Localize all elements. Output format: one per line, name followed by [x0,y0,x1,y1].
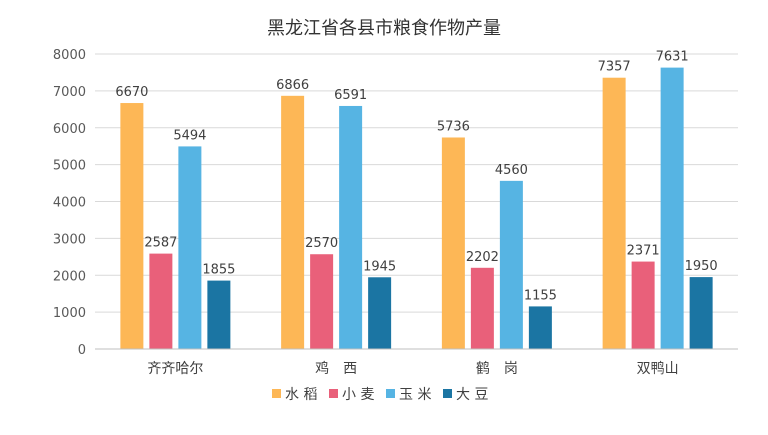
y-tick-label: 0 [78,343,86,358]
bar [499,180,523,349]
x-tick-label: 双鸭山 [637,361,679,377]
bar [281,95,305,349]
data-label: 6866 [276,78,309,93]
data-label: 5494 [173,128,206,143]
data-label: 7631 [656,50,689,65]
x-axis-ticks: 齐齐哈尔 鸡 西 鹤 岗 双鸭山 [147,360,678,377]
y-tick-label: 2000 [53,269,86,284]
data-labels: 6670 2587 5494 1855 6866 2570 6591 1945 5736 2202… [115,50,717,304]
data-label: 5736 [437,119,470,134]
bar [528,306,552,349]
bar [120,103,144,349]
bar [602,77,626,349]
data-label: 1950 [685,259,718,274]
bar [689,277,713,349]
gridlines [95,53,738,313]
x-tick-label: 齐齐哈尔 [147,361,203,377]
y-tick-label: 6000 [53,122,86,137]
x-tick-label: 鹤 岗 [476,361,518,377]
bar [310,254,334,349]
bar [178,146,202,349]
bars [120,67,713,349]
data-label: 2587 [144,236,177,251]
y-tick-label: 3000 [53,232,86,247]
bar [149,253,173,349]
data-label: 6591 [334,88,367,103]
bar [441,137,465,349]
data-label: 2570 [305,236,338,251]
legend-swatch [443,389,452,398]
bar [631,261,655,349]
data-label: 1155 [524,288,557,303]
data-label: 2202 [466,250,499,265]
data-label: 7357 [598,60,631,75]
legend-label: 玉 米 [399,387,431,403]
legend-label: 小 麦 [342,387,374,403]
legend: 水 稻小 麦玉 米大 豆 [272,387,488,403]
bar [207,280,231,349]
y-tick-label: 4000 [53,196,86,211]
legend-swatch [272,389,281,398]
legend-swatch [386,389,395,398]
y-axis-ticks: 0 1000 2000 3000 4000 5000 6000 7000 8000 [53,48,86,358]
bar [660,67,684,349]
data-label: 2371 [627,244,660,259]
data-label: 1945 [363,259,396,274]
bar [470,267,494,349]
legend-swatch [329,389,338,398]
chart-title: 黑龙江省各县市粮食作物产量 [267,18,501,39]
y-tick-label: 1000 [53,306,86,321]
y-tick-label: 8000 [53,48,86,63]
data-label: 4560 [495,163,528,178]
bar [368,277,392,349]
data-label: 6670 [115,85,148,100]
legend-label: 水 稻 [285,387,317,403]
data-label: 1855 [202,263,235,278]
bar [339,105,363,349]
legend-label: 大 豆 [456,387,488,403]
y-tick-label: 5000 [53,159,86,174]
x-tick-label: 鸡 西 [315,360,357,377]
y-tick-label: 7000 [53,85,86,100]
